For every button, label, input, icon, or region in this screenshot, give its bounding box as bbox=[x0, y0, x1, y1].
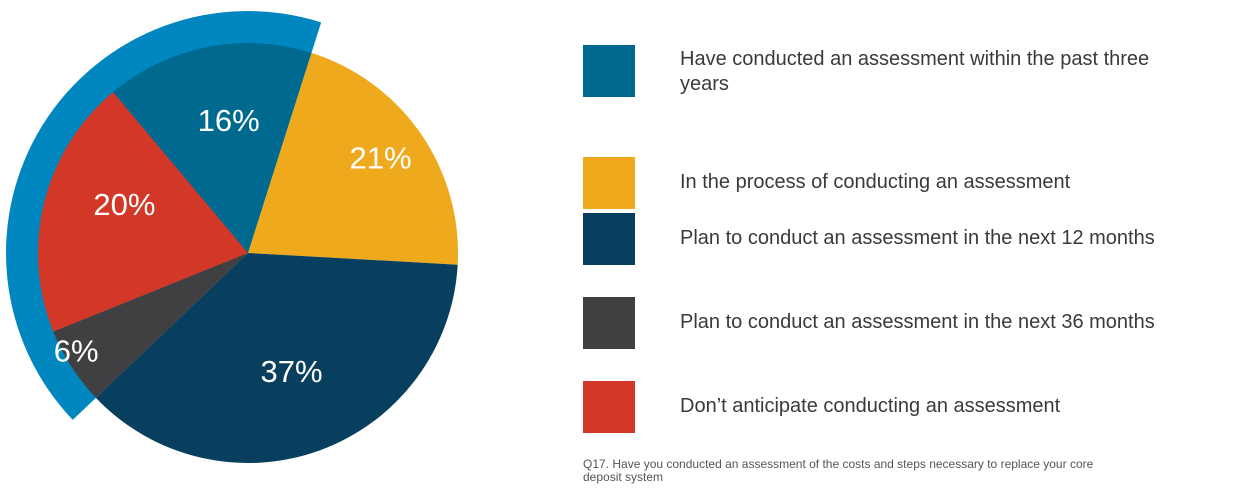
pie-slice bbox=[37, 92, 248, 332]
pie-slice bbox=[53, 253, 248, 398]
legend-label: In the process of conducting an assessme… bbox=[680, 171, 1071, 193]
slice-value-label: 20% bbox=[93, 187, 155, 222]
slice-value-label: 16% bbox=[198, 103, 260, 138]
legend-label: Have conducted an assessment within the … bbox=[680, 48, 1150, 95]
survey-question-footnote: Q17. Have you conducted an assessment of… bbox=[583, 457, 1094, 484]
slice-value-label: 37% bbox=[260, 354, 322, 389]
pie-slices bbox=[37, 42, 458, 464]
legend-swatch bbox=[583, 45, 635, 97]
pie-slice-labels: 16% 21% 37% 6% 20% bbox=[54, 103, 412, 389]
pie-slice bbox=[95, 253, 458, 464]
slice-value-label: 21% bbox=[349, 140, 411, 175]
pie-chart: 16% 21% 37% 6% 20% bbox=[6, 11, 458, 464]
legend: Have conducted an assessment within the … bbox=[583, 0, 1243, 493]
pie-slice bbox=[248, 52, 458, 265]
legend-label: Plan to conduct an assessment in the nex… bbox=[680, 311, 1155, 333]
legend-swatch bbox=[583, 157, 635, 209]
legend-swatch bbox=[583, 381, 635, 433]
legend-swatch bbox=[583, 297, 635, 349]
legend-swatch bbox=[583, 213, 635, 265]
legend-label: Don’t anticipate conducting an assessmen… bbox=[680, 395, 1061, 417]
slice-value-label: 6% bbox=[54, 333, 99, 368]
legend-label: Plan to conduct an assessment in the nex… bbox=[680, 227, 1155, 249]
pie-slice bbox=[113, 42, 312, 253]
